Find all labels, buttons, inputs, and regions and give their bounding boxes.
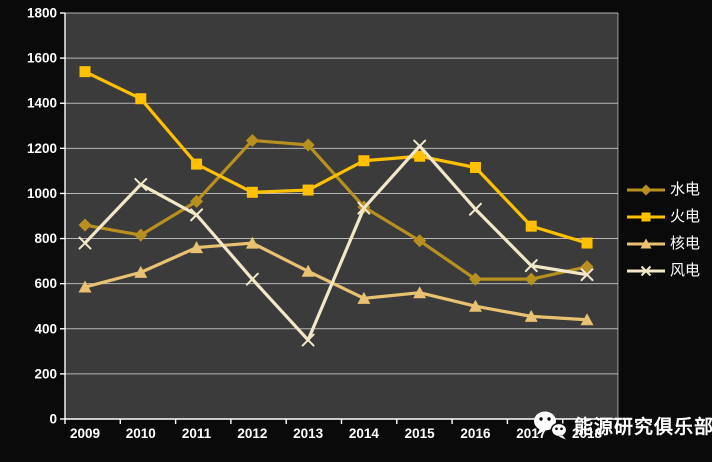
series-marker xyxy=(79,66,91,78)
legend-item-nuclear: 核电 xyxy=(626,230,712,257)
y-axis-label: 400 xyxy=(34,321,57,336)
hydro-line-sample xyxy=(627,184,665,195)
series-marker xyxy=(413,234,427,248)
series-marker xyxy=(246,186,258,198)
series-marker xyxy=(581,237,593,249)
x-axis-label: 2014 xyxy=(349,426,380,441)
nuclear-line-sample xyxy=(627,238,665,248)
wechat-icon xyxy=(534,411,567,440)
x-axis-label: 2011 xyxy=(182,426,212,441)
y-axis-label: 200 xyxy=(34,366,57,381)
legend-label-thermal: 火电 xyxy=(670,208,701,225)
series-line-nuclear xyxy=(84,241,588,322)
series-line-thermal xyxy=(84,70,588,245)
series-marker xyxy=(134,228,148,242)
watermark: 能源研究俱乐部 xyxy=(533,408,712,442)
series-marker xyxy=(524,309,538,322)
series-marker xyxy=(245,236,259,249)
legend-label-nuclear: 核电 xyxy=(670,235,701,252)
series-marker xyxy=(134,177,148,191)
series-marker xyxy=(190,208,204,222)
legend-sample-marker xyxy=(640,238,652,248)
x-axis-label: 2013 xyxy=(293,426,324,441)
y-axis-label: 1800 xyxy=(27,6,57,21)
x-axis-label: 2010 xyxy=(126,426,156,441)
series-marker xyxy=(190,241,204,254)
series-marker xyxy=(135,93,147,105)
series-marker xyxy=(134,265,148,278)
series-marker xyxy=(357,291,371,304)
x-axis-label: 2017 xyxy=(516,426,546,441)
y-axis-label: 1600 xyxy=(27,51,57,66)
series-marker xyxy=(413,139,427,153)
y-axis-label: 1400 xyxy=(27,96,57,111)
series-marker xyxy=(191,158,203,170)
x-axis-label: 2009 xyxy=(70,426,100,441)
legend-item-thermal: 火电 xyxy=(626,203,712,230)
series-marker xyxy=(301,138,315,152)
series-marker xyxy=(413,286,427,299)
legend-sample-marker xyxy=(641,212,651,221)
y-axis-label: 800 xyxy=(34,231,57,246)
watermark-label: 能源研究俱乐部 xyxy=(574,416,712,438)
series-wind xyxy=(78,139,594,347)
series-marker xyxy=(525,220,537,232)
series-marker xyxy=(302,184,314,196)
series-marker xyxy=(78,280,92,293)
series-marker xyxy=(414,150,426,162)
y-axis-label: 0 xyxy=(49,412,57,427)
legend-sample-marker xyxy=(640,265,652,276)
thermal-line-sample xyxy=(627,212,665,221)
series-marker xyxy=(580,313,594,326)
series-thermal xyxy=(79,66,593,249)
series-line-wind xyxy=(83,144,588,342)
series-marker xyxy=(78,236,92,250)
x-axis-label: 2012 xyxy=(237,426,267,441)
series-marker xyxy=(78,218,92,232)
series-marker xyxy=(468,202,482,216)
legend-label-wind: 风电 xyxy=(670,262,701,279)
series-marker xyxy=(245,272,259,286)
series-marker xyxy=(301,264,315,277)
plot-area xyxy=(65,13,618,419)
series-marker xyxy=(357,201,371,215)
legend-label-hydro: 水电 xyxy=(670,181,701,198)
series-marker xyxy=(580,268,594,282)
legend-item-wind: 风电 xyxy=(626,257,712,284)
series-marker xyxy=(524,272,538,286)
y-axis-label: 1200 xyxy=(27,141,57,156)
legend-sample-marker xyxy=(640,184,652,195)
series-marker xyxy=(301,333,315,347)
x-axis-label: 2015 xyxy=(405,426,436,441)
series-marker xyxy=(190,194,204,208)
legend-item-hydro: 水电 xyxy=(626,176,712,203)
y-axis-label: 1000 xyxy=(27,186,57,201)
y-axis-label: 600 xyxy=(34,276,57,291)
legend: 水电 火电 核电 风电 xyxy=(626,176,712,284)
series-nuclear xyxy=(78,236,594,326)
wind-line-sample xyxy=(627,265,665,276)
series-marker xyxy=(469,162,481,174)
x-axis-label: 2016 xyxy=(460,426,491,441)
x-axis-label: 2018 xyxy=(572,426,603,441)
series-marker xyxy=(468,272,482,286)
series-marker xyxy=(358,155,370,167)
series-marker xyxy=(524,259,538,273)
series-marker xyxy=(245,133,259,147)
series-marker xyxy=(468,299,482,312)
